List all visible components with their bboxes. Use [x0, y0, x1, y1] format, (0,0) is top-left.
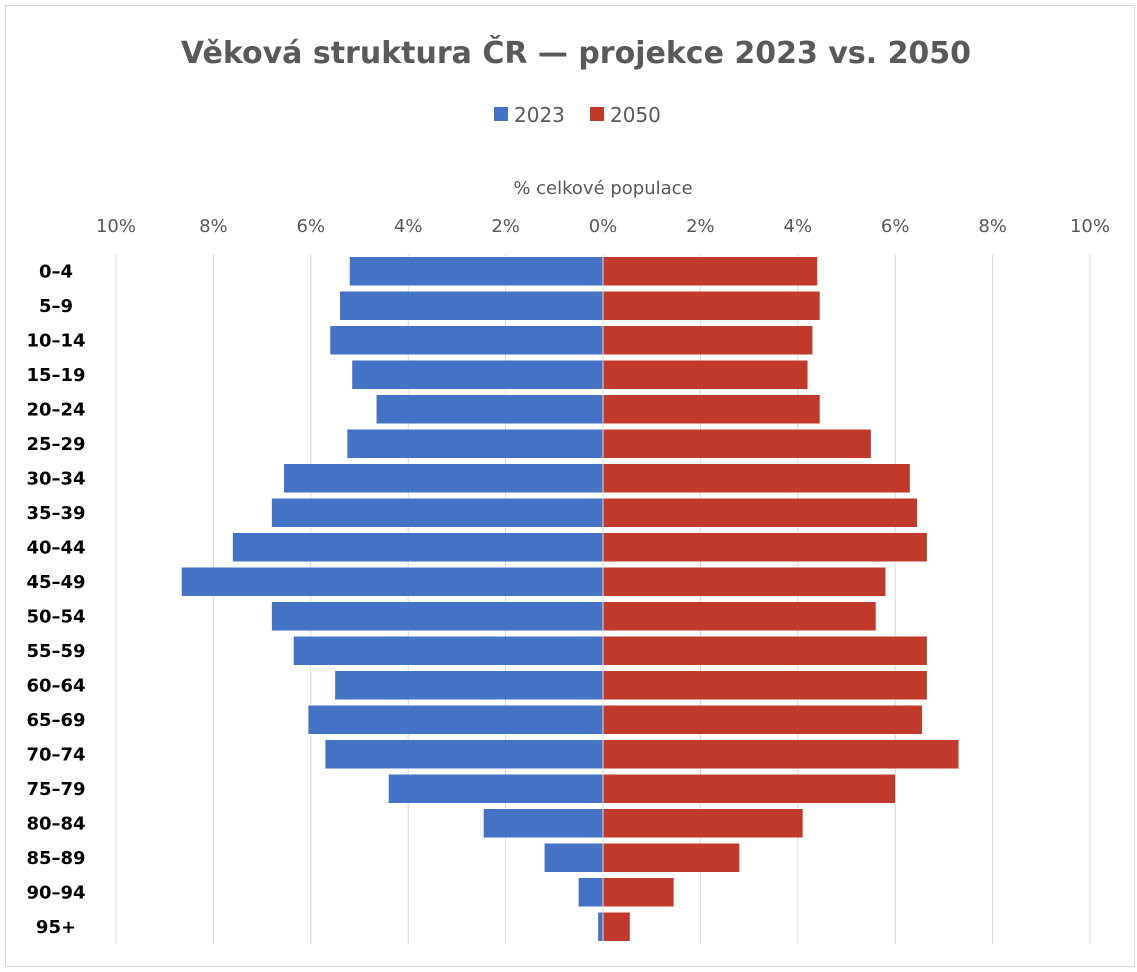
- bar-2050-55–59: [603, 636, 927, 665]
- category-label: 75–79: [26, 779, 85, 800]
- x-tick-label: 2%: [491, 216, 520, 237]
- legend-swatch-2023: [494, 107, 508, 121]
- bar-2023-75–79: [388, 774, 603, 803]
- bar-2050-50–54: [603, 602, 876, 631]
- bar-2050-60–64: [603, 671, 927, 700]
- category-label: 10–14: [26, 330, 85, 351]
- category-label: 0–4: [39, 261, 73, 282]
- bar-2023-80–84: [483, 809, 603, 838]
- x-tick-label: 4%: [784, 216, 813, 237]
- legend-swatch-2050: [590, 107, 604, 121]
- category-label: 95+: [36, 917, 76, 938]
- x-tick-label: 0%: [589, 216, 618, 237]
- bar-2050-85–89: [603, 843, 740, 872]
- category-label: 30–34: [26, 468, 85, 489]
- category-label: 80–84: [26, 813, 85, 834]
- bar-2023-60–64: [335, 671, 603, 700]
- bar-2023-65–69: [308, 705, 603, 734]
- x-axis-ticks: 10% 8% 6% 4% 2% 0% 2% 4% 6% 8% 10%: [96, 216, 1110, 237]
- x-tick-label: 6%: [297, 216, 326, 237]
- bar-2023-5–9: [340, 291, 603, 320]
- x-tick-label: 10%: [96, 216, 136, 237]
- y-axis-categories: 0–4 5–9 10–14 15–19 20–24 25–29 30–34 35–39 40–4…: [26, 261, 85, 938]
- category-label: 85–89: [26, 848, 85, 869]
- bar-2050-25–29: [603, 429, 871, 458]
- chart-title: Věková struktura ČR — projekce 2023 vs. …: [181, 34, 971, 71]
- bar-2050-90–94: [603, 878, 674, 907]
- bar-2023-20–24: [376, 395, 603, 424]
- bar-2050-0–4: [603, 257, 818, 286]
- bar-2050-40–44: [603, 533, 927, 562]
- bar-2050-30–34: [603, 464, 910, 493]
- bar-2023-15–19: [352, 360, 603, 389]
- bar-2050-95+: [603, 912, 630, 941]
- x-tick-label: 10%: [1070, 216, 1110, 237]
- legend: 2023 2050: [494, 103, 661, 127]
- bar-2050-75–79: [603, 774, 896, 803]
- category-label: 45–49: [26, 572, 85, 593]
- bar-2050-35–39: [603, 498, 918, 527]
- category-label: 25–29: [26, 434, 85, 455]
- category-label: 40–44: [26, 537, 85, 558]
- category-label: 50–54: [26, 606, 85, 627]
- bars: [181, 257, 959, 941]
- bar-2023-50–54: [271, 602, 603, 631]
- x-tick-label: 2%: [686, 216, 715, 237]
- bar-2050-10–14: [603, 326, 813, 355]
- bar-2050-5–9: [603, 291, 820, 320]
- x-tick-label: 8%: [199, 216, 228, 237]
- category-label: 15–19: [26, 365, 85, 386]
- bar-2050-20–24: [603, 395, 820, 424]
- x-axis-title: % celkové populace: [513, 178, 692, 199]
- bar-2023-95+: [598, 912, 603, 941]
- legend-label-2023: 2023: [514, 103, 565, 127]
- bar-2023-0–4: [349, 257, 603, 286]
- category-label: 90–94: [26, 882, 85, 903]
- category-label: 5–9: [39, 296, 73, 317]
- category-label: 70–74: [26, 744, 85, 765]
- category-label: 20–24: [26, 399, 85, 420]
- bar-2050-15–19: [603, 360, 808, 389]
- bar-2023-85–89: [544, 843, 603, 872]
- bar-2023-25–29: [347, 429, 603, 458]
- bar-2050-45–49: [603, 567, 886, 596]
- bar-2023-40–44: [232, 533, 603, 562]
- bar-2050-70–74: [603, 740, 959, 769]
- bar-2050-65–69: [603, 705, 922, 734]
- category-label: 65–69: [26, 710, 85, 731]
- bar-2023-45–49: [181, 567, 603, 596]
- bar-2023-35–39: [271, 498, 603, 527]
- x-tick-label: 4%: [394, 216, 423, 237]
- category-label: 55–59: [26, 641, 85, 662]
- bar-2023-70–74: [325, 740, 603, 769]
- x-tick-label: 8%: [978, 216, 1007, 237]
- x-tick-label: 6%: [881, 216, 910, 237]
- bar-2023-10–14: [330, 326, 603, 355]
- category-label: 60–64: [26, 675, 85, 696]
- bar-2023-55–59: [293, 636, 603, 665]
- bar-2023-90–94: [578, 878, 603, 907]
- bar-2050-80–84: [603, 809, 803, 838]
- bar-2023-30–34: [284, 464, 603, 493]
- category-label: 35–39: [26, 503, 85, 524]
- legend-label-2050: 2050: [610, 103, 661, 127]
